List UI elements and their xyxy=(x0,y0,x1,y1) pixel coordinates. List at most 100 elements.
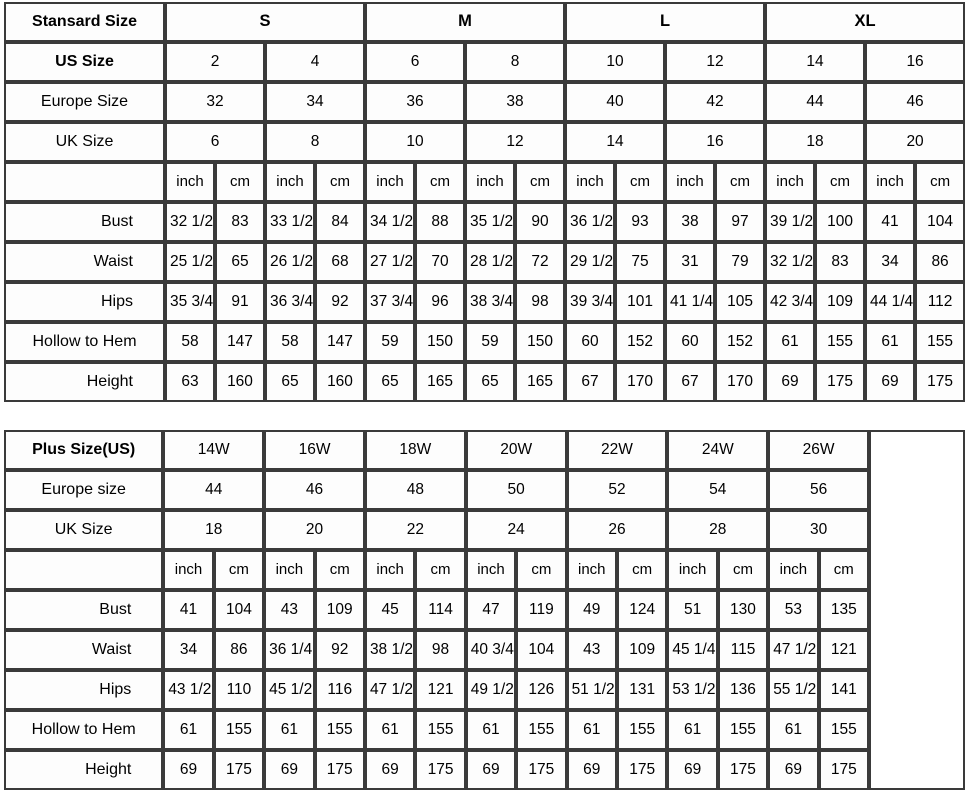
row-label-hollow-to-hem: Hollow to Hem xyxy=(4,710,164,750)
measure-cell: 92 xyxy=(314,630,365,670)
row-label-europe-size: Europe Size xyxy=(4,82,165,122)
row-label-waist: Waist xyxy=(4,242,165,282)
value-cell: 18 xyxy=(765,122,866,162)
measure-cell: 59 xyxy=(465,322,516,362)
unit-header-cm: cm xyxy=(314,550,365,590)
unit-header-inch: inch xyxy=(163,550,214,590)
measure-cell: 38 3/4 xyxy=(465,282,516,322)
measure-cell: 135 xyxy=(818,590,869,630)
measure-cell: 155 xyxy=(213,710,265,750)
plus-row-bust: Bust 41 104 43 109 45 114 47 119 49 124 51 130 53 135 xyxy=(4,590,965,630)
unit-header-inch: inch xyxy=(364,550,416,590)
measure-cell: 43 xyxy=(264,590,315,630)
unit-header-inch: inch xyxy=(565,162,616,202)
measure-cell: 61 xyxy=(465,710,517,750)
measure-cell: 65 xyxy=(265,362,315,402)
plus-size-header-14w: 14W xyxy=(163,430,265,470)
unit-row-blank-cell xyxy=(4,162,165,202)
standard-row-height: Height 63 160 65 160 65 165 65 165 67 170 67 170 69 17… xyxy=(4,362,966,402)
plus-size-header-22w: 22W xyxy=(566,430,668,470)
plus-size-title-cell: Plus Size(US) xyxy=(4,430,164,470)
measure-cell: 69 xyxy=(765,362,816,402)
standard-row-bust: Bust 32 1/2 83 33 1/2 84 34 1/2 88 35 1/2 90 36 1… xyxy=(4,202,966,242)
measure-cell: 70 xyxy=(415,242,466,282)
plus-row-europe-size: Europe size 44 46 48 50 52 54 56 xyxy=(4,470,965,510)
measure-cell: 69 xyxy=(865,362,916,402)
unit-header-inch: inch xyxy=(665,162,716,202)
measure-cell: 38 1/2 xyxy=(364,630,416,670)
standard-size-table: Stansard Size S M L XL US Size 2 4 6 8 10 12 14 16 Eur… xyxy=(4,2,966,402)
measure-cell: 69 xyxy=(264,750,315,790)
measure-cell: 60 xyxy=(665,322,716,362)
unit-header-inch: inch xyxy=(465,162,516,202)
measure-cell: 150 xyxy=(515,322,566,362)
measure-cell: 45 1/2 xyxy=(264,670,315,710)
measure-cell: 90 xyxy=(515,202,566,242)
measure-cell: 170 xyxy=(715,362,766,402)
measure-cell: 69 xyxy=(163,750,214,790)
measure-cell: 175 xyxy=(516,750,567,790)
standard-row-uk-size: UK Size 6 8 10 12 14 16 18 20 xyxy=(4,122,966,162)
measure-cell: 39 1/2 xyxy=(765,202,816,242)
standard-row-waist: Waist 25 1/2 65 26 1/2 68 27 1/2 70 28 1/2 72 29 … xyxy=(4,242,966,282)
unit-header-inch: inch xyxy=(365,162,416,202)
measure-cell: 104 xyxy=(516,630,567,670)
measure-cell: 104 xyxy=(213,590,265,630)
plus-size-header-16w: 16W xyxy=(264,430,365,470)
value-cell: 14 xyxy=(765,42,866,82)
measure-cell: 53 xyxy=(768,590,819,630)
measure-cell: 136 xyxy=(717,670,769,710)
unit-header-cm: cm xyxy=(415,162,466,202)
measure-cell: 49 xyxy=(566,590,617,630)
measure-cell: 130 xyxy=(717,590,769,630)
value-cell: 34 xyxy=(265,82,366,122)
measure-cell: 58 xyxy=(265,322,315,362)
measure-cell: 61 xyxy=(768,710,819,750)
measure-cell: 131 xyxy=(616,670,668,710)
unit-header-inch: inch xyxy=(768,550,819,590)
measure-cell: 147 xyxy=(215,322,265,362)
measure-cell: 61 xyxy=(264,710,315,750)
measure-cell: 175 xyxy=(415,750,466,790)
measure-cell: 69 xyxy=(566,750,617,790)
standard-size-title-cell: Stansard Size xyxy=(4,2,165,42)
value-cell: 20 xyxy=(865,122,966,162)
measure-cell: 67 xyxy=(665,362,716,402)
measure-cell: 155 xyxy=(818,710,869,750)
measure-cell: 65 xyxy=(215,242,265,282)
measure-cell: 155 xyxy=(314,710,365,750)
measure-cell: 69 xyxy=(667,750,718,790)
standard-group-header-row: Stansard Size S M L XL xyxy=(4,2,966,42)
standard-size-table-container: Stansard Size S M L XL US Size 2 4 6 8 10 12 14 16 Eur… xyxy=(4,2,966,402)
measure-cell: 109 xyxy=(616,630,668,670)
measure-cell: 86 xyxy=(213,630,265,670)
measure-cell: 105 xyxy=(715,282,766,322)
measure-cell: 43 xyxy=(566,630,617,670)
plus-size-table-container: Plus Size(US) 14W 16W 18W 20W 22W 24W 26W Europe… xyxy=(4,430,965,790)
measure-cell: 34 xyxy=(865,242,916,282)
unit-header-cm: cm xyxy=(315,162,366,202)
plus-row-height: Height 69 175 69 175 69 175 69 175 69 175 69 175 69 17… xyxy=(4,750,965,790)
standard-row-europe-size: Europe Size 32 34 36 38 40 42 44 46 xyxy=(4,82,966,122)
value-cell: 26 xyxy=(566,510,668,550)
plus-size-header-20w: 20W xyxy=(465,430,567,470)
measure-cell: 175 xyxy=(616,750,668,790)
measure-cell: 91 xyxy=(215,282,265,322)
measure-cell: 69 xyxy=(768,750,819,790)
measure-cell: 165 xyxy=(415,362,466,402)
standard-unit-row: inch cm inch cm inch cm inch cm inch cm inch cm inch… xyxy=(4,162,966,202)
standard-row-hollow-to-hem: Hollow to Hem 58 147 58 147 59 150 59 150 60 152 60… xyxy=(4,322,966,362)
measure-cell: 61 xyxy=(765,322,816,362)
value-cell: 42 xyxy=(665,82,766,122)
unit-row-blank-cell xyxy=(4,550,164,590)
plus-unit-row: inch cm inch cm inch cm inch cm inch cm inch cm inch… xyxy=(4,550,965,590)
measure-cell: 109 xyxy=(815,282,866,322)
value-cell: 12 xyxy=(465,122,566,162)
group-header-m: M xyxy=(365,2,566,42)
measure-cell: 60 xyxy=(565,322,616,362)
measure-cell: 121 xyxy=(415,670,466,710)
unit-header-cm: cm xyxy=(818,550,869,590)
measure-cell: 28 1/2 xyxy=(465,242,516,282)
measure-cell: 98 xyxy=(515,282,566,322)
